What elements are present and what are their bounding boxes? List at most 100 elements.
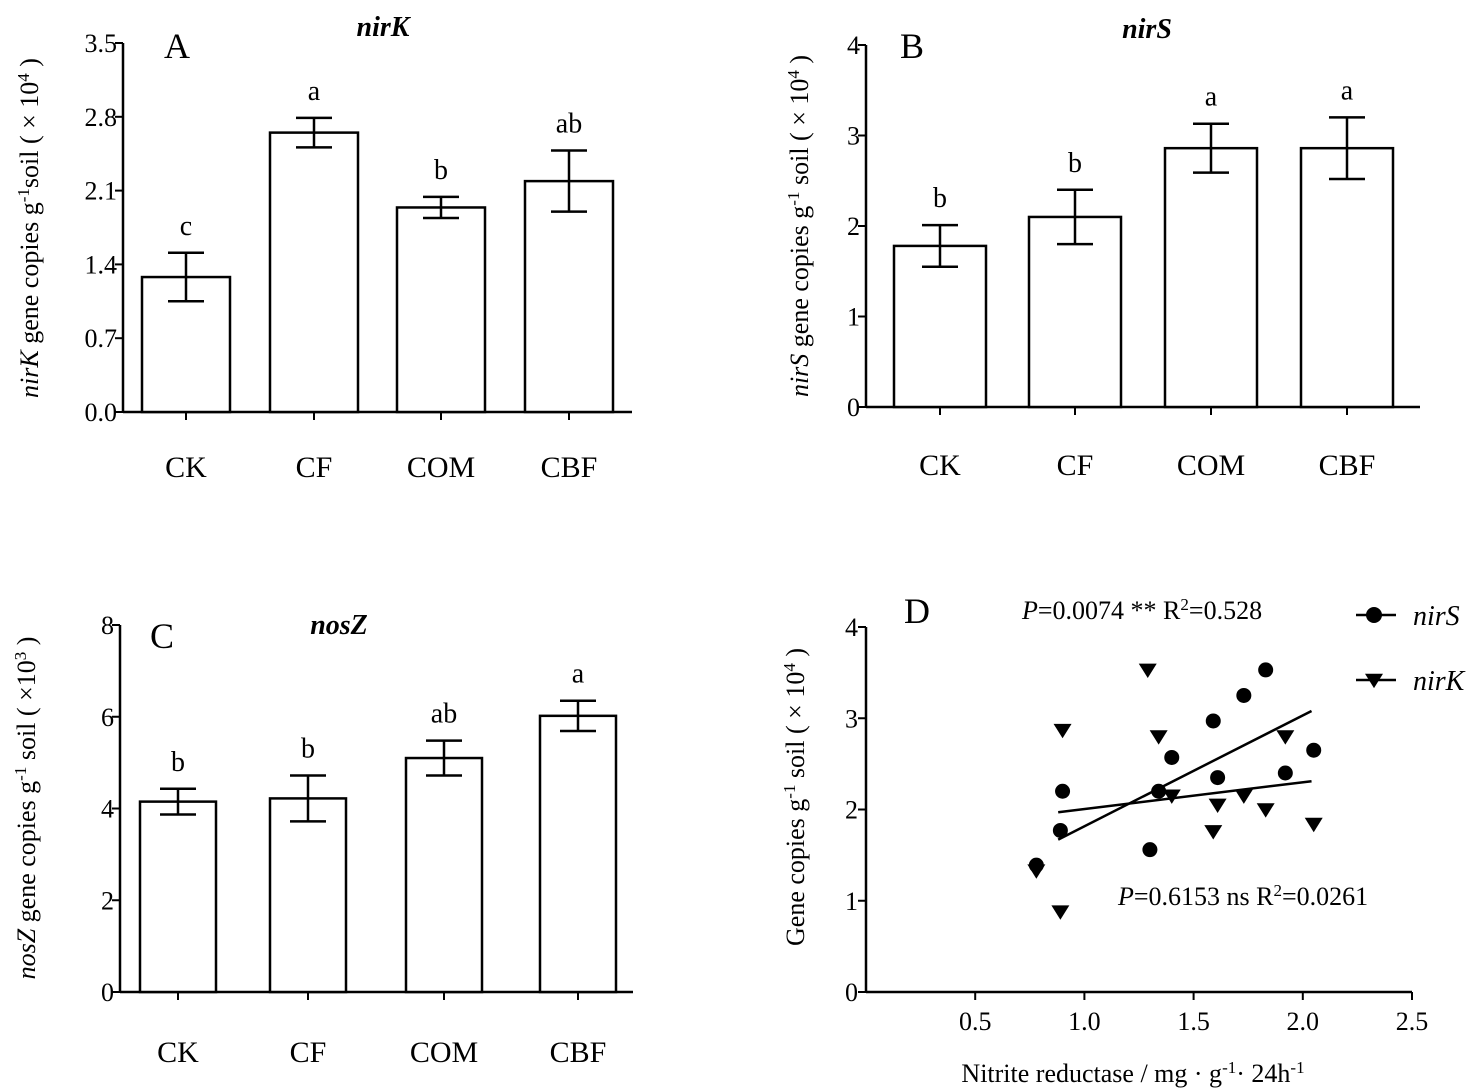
bar [138, 800, 218, 994]
data-point-nirs [1306, 742, 1322, 758]
data-point-nirk [1149, 730, 1168, 745]
data-point-nirk [1234, 789, 1253, 804]
data-point-nirk [1162, 789, 1181, 804]
bar [1027, 215, 1123, 409]
y-tick-label: 0.0 [85, 398, 118, 427]
significance-letter: a [572, 659, 585, 690]
annotation-nirs: P=0.0074 ** R2=0.528 [1021, 595, 1262, 626]
bar [404, 756, 484, 994]
data-point-nirs [1142, 842, 1158, 858]
y-axis-label: nirK gene copies g-1soil ( × 104 ) [14, 58, 45, 398]
panel-letter: C [150, 616, 174, 656]
data-point-nirk [1208, 798, 1227, 814]
x-axis-label: Nitrite reductase / mg · g-1· 24h-1 [961, 1058, 1304, 1089]
panel-title: nirK [357, 12, 412, 43]
y-tick-label: 8 [101, 611, 114, 640]
x-tick-label: CF [296, 451, 333, 484]
fit-line-nirs [1057, 709, 1313, 841]
data-point-nirs [1258, 662, 1274, 678]
data-point-nirk [1304, 817, 1323, 833]
x-tick-label: CF [1057, 449, 1094, 482]
y-axis-label: Gene copies g-1 soil ( × 104 ) [780, 648, 811, 946]
x-tick-label: CBF [541, 451, 598, 484]
y-tick-label: 4 [845, 613, 858, 642]
x-tick-label: COM [407, 451, 475, 484]
x-tick-label: 1.0 [1068, 1007, 1101, 1036]
legend-label-nirk: nirK [1413, 666, 1466, 697]
y-tick-label: 4 [847, 31, 860, 60]
y-tick-label: 2 [847, 212, 860, 241]
significance-letter: b [933, 183, 947, 214]
y-tick-label: 1 [847, 303, 860, 332]
bar [395, 206, 487, 414]
y-tick-label: 0 [101, 978, 114, 1007]
y-tick-label: 0 [847, 393, 860, 422]
y-tick-label: 2 [845, 796, 858, 825]
data-point-nirs [1210, 770, 1226, 786]
significance-letter: a [1341, 75, 1354, 106]
data-point-nirs [1052, 822, 1068, 838]
bar [1163, 146, 1259, 409]
y-tick-label: 0 [845, 978, 858, 1007]
annotation-nirk: P=0.6153 ns R2=0.0261 [1117, 881, 1368, 912]
x-tick-label: CBF [550, 1036, 607, 1069]
x-tick-label: CBF [1319, 449, 1376, 482]
y-tick-label: 4 [101, 795, 114, 824]
legend-marker-nirk [1365, 673, 1383, 689]
x-tick-label: 0.5 [959, 1007, 992, 1036]
fit-line-nirk [1058, 779, 1312, 814]
bar-chart-b: 0 1 2 3 4 b CK b CF a COM a CBF B nirS nirS gene copies… [784, 14, 1420, 482]
data-point-nirk [1027, 864, 1046, 879]
significance-letter: c [180, 211, 192, 242]
bar [268, 797, 348, 994]
bar [892, 244, 988, 409]
bar [538, 714, 618, 994]
data-point-nirs [1236, 687, 1252, 703]
y-tick-label: 3 [845, 704, 858, 733]
x-tick-label: COM [1177, 449, 1245, 482]
significance-letter: b [301, 733, 315, 764]
x-tick-label: 2.0 [1287, 1007, 1320, 1036]
x-tick-label: COM [410, 1036, 478, 1069]
y-tick-label: 2 [101, 886, 114, 915]
x-tick-label: CK [165, 451, 207, 484]
significance-letter: b [1068, 148, 1082, 179]
data-point-nirs [1151, 783, 1167, 799]
y-tick-label: 2.1 [85, 177, 118, 206]
x-tick-label: 2.5 [1396, 1007, 1429, 1036]
data-point-nirk [1256, 803, 1275, 818]
y-tick-label: 1 [845, 887, 858, 916]
data-point-nirs [1205, 713, 1221, 729]
significance-letter: ab [556, 109, 582, 140]
x-tick-label: CF [290, 1036, 327, 1069]
data-point-nirs [1164, 749, 1180, 765]
significance-letter: a [308, 76, 321, 107]
y-axis-label: nosZ gene copies g-1 soil ( ×103 ) [11, 637, 42, 980]
bar-chart-c: 0 2 4 6 8 b CK b CF ab COM a CBF C nosZ nosZ gene copie… [11, 610, 633, 1069]
data-point-nirk [1053, 723, 1072, 739]
bar [268, 131, 360, 414]
y-tick-label: 0.7 [85, 324, 118, 353]
x-tick-label: CK [157, 1036, 199, 1069]
panel-letter: B [900, 26, 924, 66]
legend-marker-nirs [1366, 607, 1382, 623]
bar-chart-a: 0.0 0.7 1.4 2.1 2.8 3.5 c CK a CF b COM ab CBF A nirK ni… [14, 12, 632, 484]
data-point-nirk [1051, 905, 1070, 920]
data-point-nirs [1277, 765, 1293, 781]
y-tick-label: 3.5 [85, 29, 118, 58]
legend-label-nirs: nirS [1413, 601, 1460, 632]
data-point-nirk [1204, 825, 1223, 840]
y-tick-label: 2.8 [85, 103, 118, 132]
significance-letter: b [434, 155, 448, 186]
data-point-nirs [1055, 783, 1071, 799]
data-point-nirk [1138, 663, 1157, 678]
panel-title: nosZ [310, 610, 368, 641]
y-axis-label: nirS gene copies g-1 soil ( × 104 ) [784, 55, 815, 397]
y-tick-label: 3 [847, 122, 860, 151]
x-tick-label: CK [919, 449, 961, 482]
y-tick-label: 6 [101, 703, 114, 732]
scatter-chart-d: 0 1 2 3 4 0.5 1.0 1.5 2.0 2.5 P=0.0074 ** R2=0.528… [780, 591, 1466, 1088]
significance-letter: ab [431, 699, 457, 730]
bar [523, 179, 615, 414]
